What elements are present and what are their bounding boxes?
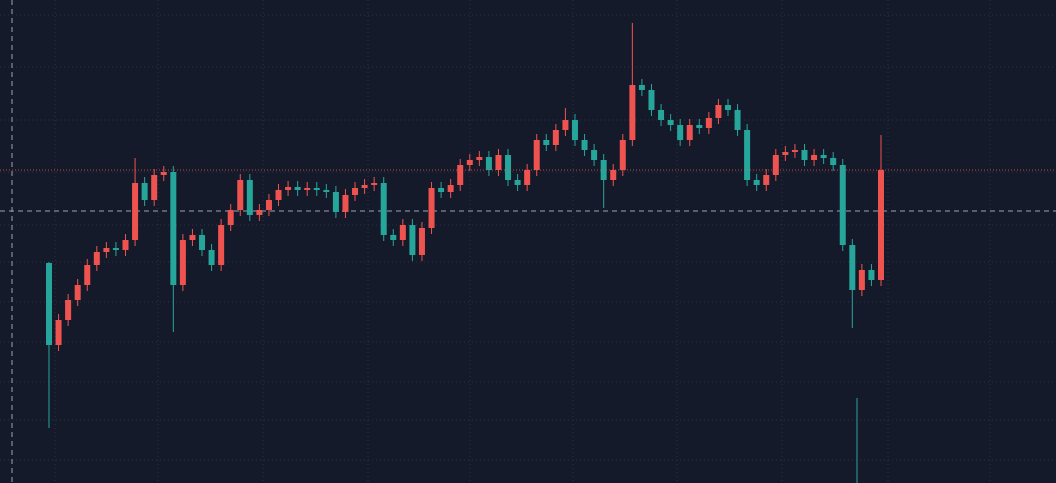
candle-body — [399, 225, 406, 240]
candle-body — [390, 235, 397, 240]
candle-body — [304, 188, 311, 190]
candle-body — [428, 188, 435, 228]
candle-body — [141, 183, 148, 200]
candle-body — [189, 235, 196, 240]
candle-body — [256, 210, 263, 215]
candle-body — [562, 120, 569, 130]
candle-body — [543, 140, 550, 145]
candle-body — [208, 250, 215, 265]
candle-body — [571, 120, 578, 140]
candle-body — [265, 200, 272, 210]
candle-body — [112, 248, 119, 250]
candle-body — [552, 130, 559, 145]
candle-body — [199, 235, 206, 250]
candle-body — [868, 270, 875, 280]
candle-body — [744, 130, 751, 180]
candle-body — [246, 180, 253, 215]
candle-body — [878, 170, 884, 280]
candle-body — [447, 185, 454, 192]
candle-body — [380, 183, 387, 235]
candle-body — [275, 190, 282, 200]
candle-body — [84, 265, 91, 285]
candle-body — [352, 188, 359, 195]
candle-body — [830, 158, 837, 165]
candle-body — [227, 210, 234, 225]
candle-body — [457, 165, 464, 185]
candle-body — [285, 187, 292, 190]
candle-body — [409, 225, 416, 255]
candle-body — [677, 125, 684, 140]
candle-body — [55, 320, 62, 345]
candle-body — [715, 105, 722, 118]
candle-body — [332, 192, 339, 212]
candle-body — [294, 187, 301, 190]
candle-body — [849, 245, 856, 290]
candle-body — [65, 300, 72, 320]
candle-body — [122, 240, 129, 250]
candle-body — [237, 180, 244, 210]
candle-body — [667, 120, 674, 125]
candle-body — [93, 252, 100, 265]
candle-body — [466, 160, 473, 165]
candle-body — [151, 175, 158, 200]
candle-body — [858, 270, 865, 290]
candle-body — [801, 150, 808, 160]
candle-body — [418, 228, 425, 255]
candle-body — [696, 125, 703, 128]
candle-body — [581, 140, 588, 150]
candle-body — [170, 172, 177, 285]
candle-body — [591, 150, 598, 160]
candle-body — [505, 155, 512, 180]
candle-body — [313, 188, 320, 190]
candle-body — [638, 85, 645, 90]
candle-body — [323, 190, 330, 192]
candle-body — [485, 157, 492, 170]
candle-body — [686, 125, 693, 140]
candle-body — [782, 152, 789, 155]
candle-body — [524, 170, 531, 185]
candle-body — [495, 155, 502, 170]
candle-body — [648, 90, 655, 110]
candle-body — [763, 175, 770, 185]
candle-body — [438, 188, 445, 192]
candle-body — [371, 183, 378, 185]
candle-body — [533, 140, 540, 170]
candle-body — [132, 183, 139, 240]
candle-body — [629, 85, 636, 140]
candle-body — [734, 110, 741, 130]
candle-body — [179, 240, 186, 285]
candle-body — [658, 110, 665, 120]
candle-body — [619, 140, 626, 170]
candle-body — [46, 263, 52, 345]
candle-body — [820, 155, 827, 158]
candle-body — [839, 165, 846, 245]
candle-body — [218, 225, 225, 265]
candles — [46, 23, 884, 428]
candle-body — [791, 150, 798, 152]
candle-body — [772, 155, 779, 175]
candle-body — [610, 170, 617, 180]
candle-body — [74, 285, 81, 300]
candle-body — [514, 180, 521, 185]
candle-body — [753, 180, 760, 185]
candle-body — [705, 118, 712, 128]
candle-body — [103, 248, 110, 252]
candle-body — [361, 185, 368, 188]
candle-body — [476, 157, 483, 160]
candle-body — [160, 172, 167, 175]
candle-body — [811, 155, 818, 160]
candle-body — [724, 105, 731, 110]
candle-body — [342, 195, 349, 212]
